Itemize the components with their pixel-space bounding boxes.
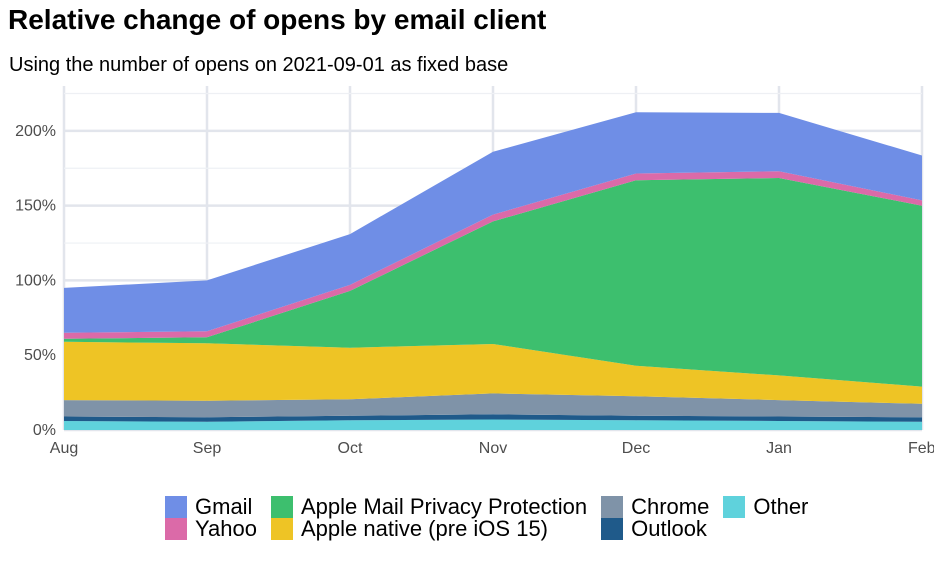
x-tick-label: Dec: [622, 440, 650, 457]
area-other: [64, 419, 922, 430]
legend-label: Gmail: [195, 494, 253, 519]
y-axis-ticks: 0% 50% 100% 150% 200%: [15, 123, 56, 439]
legend-label: Outlook: [631, 516, 707, 541]
legend-label: Other: [753, 494, 809, 519]
legend-swatch: [165, 496, 187, 518]
x-axis-ticks: Aug Sep Oct Nov Dec Jan Feb: [50, 440, 934, 457]
area-chart: 0% 50% 100% 150% 200% Aug Sep Oct Nov Dec Jan Feb: [15, 86, 934, 457]
legend-swatch: [270, 518, 293, 540]
legend-item-yahoo: Yahoo: [165, 516, 257, 541]
x-tick-label: Jan: [766, 440, 792, 457]
stacked-areas: [64, 112, 922, 430]
legend-item-chrome: Chrome: [601, 494, 710, 519]
x-tick-label: Feb: [908, 440, 934, 457]
chart-title: Relative change of opens by email client: [8, 4, 547, 35]
legend-label: Yahoo: [195, 516, 257, 541]
legend-swatch: [601, 496, 624, 518]
legend-item-gmail: Gmail: [165, 494, 257, 519]
legend-item-other: Other: [723, 494, 809, 519]
area-gmail: [64, 112, 922, 333]
legend-item-outlook: Outlook: [601, 516, 709, 541]
area-yahoo: [64, 171, 922, 339]
area-chrome: [64, 393, 922, 418]
legend-label: Chrome: [631, 494, 710, 519]
y-tick-label: 100%: [15, 272, 56, 289]
x-tick-label: Nov: [479, 440, 507, 457]
x-tick-label: Aug: [50, 440, 78, 457]
y-tick-label: 150%: [15, 198, 56, 215]
legend-swatch: [723, 496, 746, 518]
legend-swatch: [270, 496, 293, 518]
y-tick-label: 0%: [33, 422, 56, 439]
legend-swatch: [601, 518, 624, 540]
y-tick-label: 200%: [15, 123, 56, 140]
legend-label: Apple Mail Privacy Protection: [300, 494, 588, 519]
x-tick-label: Oct: [338, 440, 363, 457]
legend: Gmail Apple Mail Privacy Protection Chro…: [165, 494, 809, 541]
legend-item-apple-native: Apple native (pre iOS 15): [270, 516, 587, 541]
x-tick-label: Sep: [193, 440, 222, 457]
area-outlook: [64, 414, 922, 422]
y-tick-label: 50%: [24, 347, 56, 364]
area-apple-native-pre-ios-15: [64, 341, 922, 404]
area-apple-mail-privacy-protection: [64, 178, 922, 387]
legend-label: Apple native (pre iOS 15): [300, 516, 549, 541]
legend-swatch: [165, 518, 187, 540]
legend-item-apple-mpp: Apple Mail Privacy Protection: [270, 494, 588, 519]
chart-subtitle: Using the number of opens on 2021-09-01 …: [9, 54, 509, 76]
